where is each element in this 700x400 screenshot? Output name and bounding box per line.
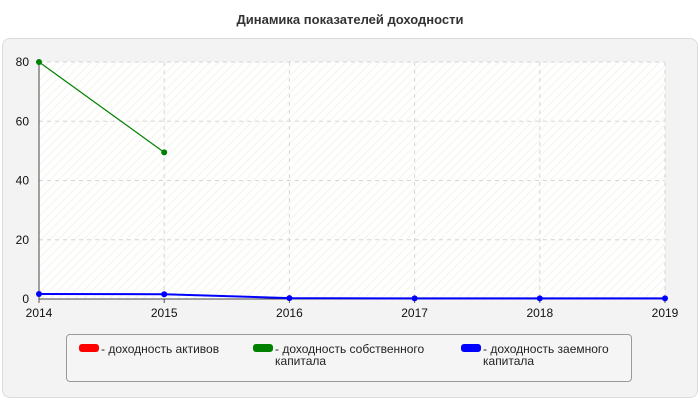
legend-swatch-assets — [79, 344, 99, 352]
x-tick-label: 2016 — [276, 306, 303, 320]
legend-label-equity: - доходность собственного капитала — [275, 342, 425, 368]
legend-swatch-equity — [253, 344, 273, 352]
data-point-1 — [36, 59, 42, 65]
x-tick-label: 2019 — [652, 306, 679, 320]
legend-label-assets: - доходность активов — [101, 342, 220, 356]
x-tick-label: 2018 — [526, 306, 553, 320]
y-tick-label: 60 — [16, 114, 30, 128]
data-point-2 — [286, 295, 293, 302]
series-line-2 — [38, 292, 665, 300]
data-point-2 — [662, 295, 668, 302]
y-tick-label: 20 — [16, 233, 30, 247]
data-point-2 — [411, 295, 418, 302]
series-line-1 — [38, 61, 165, 153]
legend-label-debt: - доходность заемного капитала — [483, 342, 609, 368]
data-point-2 — [36, 290, 42, 297]
y-tick-label: 80 — [16, 55, 30, 69]
x-tick-label: 2014 — [26, 306, 53, 320]
y-tick-label: 0 — [22, 292, 29, 306]
x-tick-label: 2017 — [401, 306, 428, 320]
y-tick-label: 40 — [16, 174, 30, 188]
data-point-1 — [161, 149, 168, 156]
legend: - доходность активов - доходность собств… — [66, 334, 632, 382]
data-point-2 — [536, 295, 543, 302]
data-point-2 — [161, 291, 168, 298]
x-tick-label: 2015 — [151, 306, 178, 320]
chart-title: Динамика показателей доходности — [236, 12, 464, 27]
legend-swatch-debt — [461, 344, 481, 352]
